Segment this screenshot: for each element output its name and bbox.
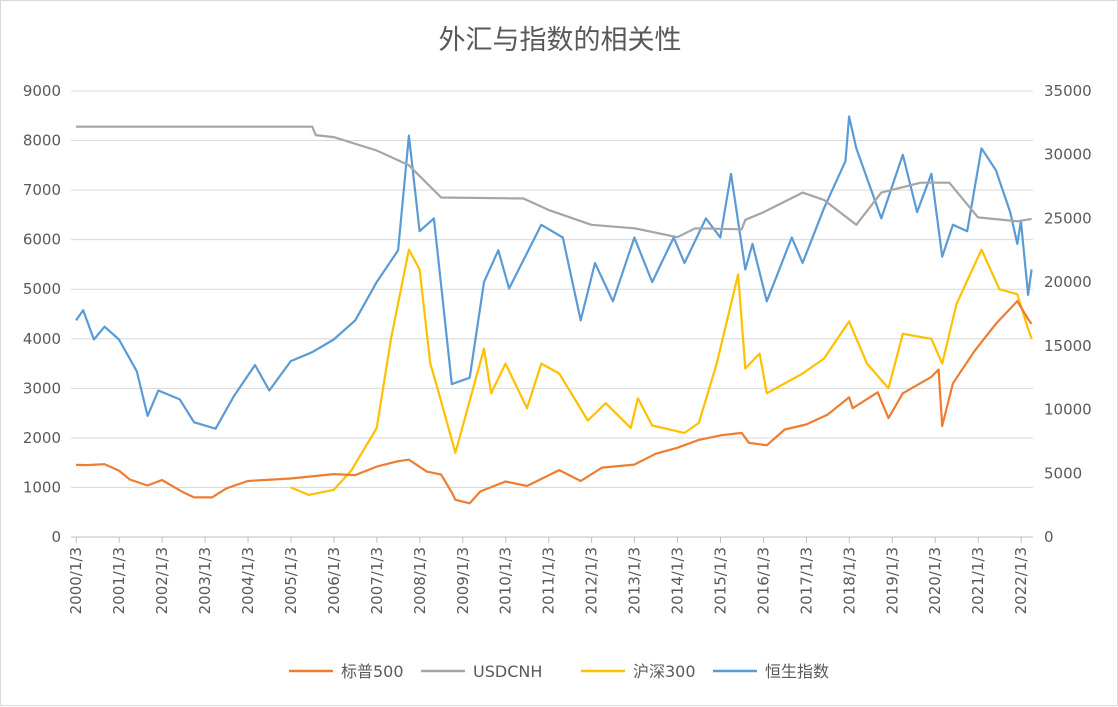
left-tick-label: 2000 [23,429,61,447]
x-tick-label: 2007/1/3 [368,547,386,614]
left-axis: 0 1000 2000 3000 4000 5000 6000 7000 8000 9000 [23,82,61,546]
right-axis: 0 5000 10000 15000 20000 25000 30000 35000 [1044,82,1092,546]
series-lines [75,115,1033,505]
x-axis: 2000/1/3 2001/1/3 2002/1/3 2003/1/3 2004/1/3… [67,536,1033,614]
x-tick-label: 2021/1/3 [969,547,987,614]
x-tick-label: 2016/1/3 [754,547,772,614]
x-tick-label: 2006/1/3 [325,547,343,614]
x-tick-label: 2009/1/3 [454,547,472,614]
x-tick-label: 2022/1/3 [1012,547,1030,614]
right-tick-label: 5000 [1044,464,1082,482]
left-tick-label: 4000 [23,330,61,348]
left-tick-label: 0 [51,528,61,546]
x-tick-label: 2015/1/3 [711,547,729,614]
left-tick-label: 8000 [23,132,61,150]
x-tick-label: 2020/1/3 [926,547,944,614]
legend-label: 恒生指数 [765,662,829,681]
left-tick-label: 6000 [23,231,61,249]
legend-label: USDCNH [473,662,542,681]
series-line-1 [76,125,1032,239]
legend-label: 标普500 [341,662,404,681]
chart-title: 外汇与指数的相关性 [439,25,682,56]
x-tick-label: 2014/1/3 [669,547,687,614]
legend-item: USDCNH [421,662,542,681]
right-tick-label: 15000 [1044,337,1092,355]
right-tick-label: 35000 [1044,82,1092,100]
series-line-0 [75,300,1033,505]
series-line-3 [75,115,1033,430]
x-tick-label: 2008/1/3 [411,547,429,614]
x-tick-label: 2019/1/3 [883,547,901,614]
x-tick-label: 2011/1/3 [540,547,558,614]
right-tick-label: 30000 [1044,146,1092,164]
x-tick-label: 2000/1/3 [67,547,85,614]
left-tick-label: 1000 [23,478,61,496]
right-tick-label: 25000 [1044,209,1092,227]
series-line-2 [290,248,1033,496]
legend-label: 沪深300 [633,662,696,681]
x-tick-label: 2005/1/3 [282,547,300,614]
legend: 标普500 USDCNH 沪深300 恒生指数 [289,662,829,681]
left-tick-label: 5000 [23,280,61,298]
x-tick-label: 2003/1/3 [196,547,214,614]
x-tick-label: 2004/1/3 [239,547,257,614]
legend-item: 恒生指数 [713,662,829,681]
x-tick-label: 2012/1/3 [583,547,601,614]
left-tick-label: 9000 [23,82,61,100]
x-tick-label: 2013/1/3 [626,547,644,614]
left-tick-label: 7000 [23,181,61,199]
right-tick-label: 10000 [1044,401,1092,419]
gridlines [71,90,1033,538]
legend-item: 标普500 [289,662,404,681]
x-tick-label: 2001/1/3 [110,547,128,614]
x-tick-label: 2010/1/3 [497,547,515,614]
x-tick-label: 2017/1/3 [797,547,815,614]
legend-item: 沪深300 [581,662,696,681]
right-tick-label: 20000 [1044,273,1092,291]
left-tick-label: 3000 [23,379,61,397]
x-tick-label: 2002/1/3 [153,547,171,614]
x-tick-label: 2018/1/3 [840,547,858,614]
right-tick-label: 0 [1044,528,1054,546]
